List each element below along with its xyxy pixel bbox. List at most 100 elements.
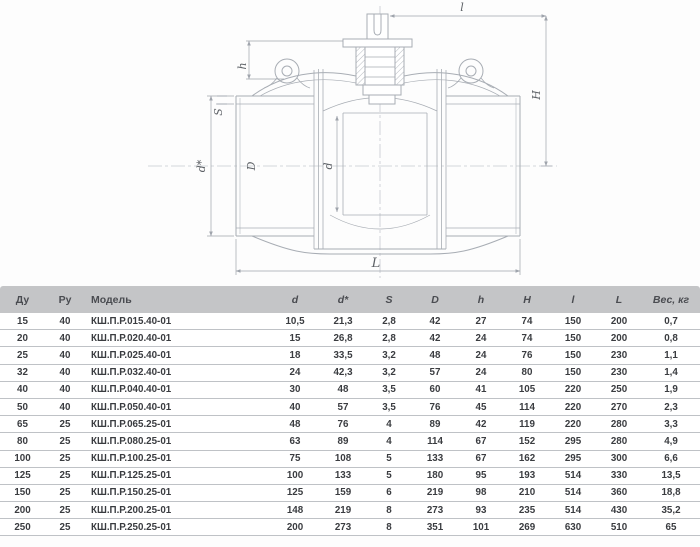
table-cell: 119 [519, 418, 535, 430]
table-cell: КШ.П.Р.032.40-01 [91, 367, 172, 379]
table-cell: 219 [426, 487, 444, 499]
table-row: 65 25 КШ.П.Р.065.25-01 48 76 4 89 42 119 220 280 3,… [0, 416, 700, 434]
column-header: D [431, 293, 439, 306]
table-cell: 89 [429, 418, 441, 430]
table-cell: 150 [14, 487, 31, 499]
table-cell: 220 [564, 401, 582, 413]
table-cell: 15 [289, 332, 301, 344]
table-cell: 125 [286, 487, 304, 499]
table-cell: 57 [337, 401, 349, 413]
table-cell: КШ.П.Р.015.40-01 [91, 315, 172, 327]
table-cell: 630 [564, 521, 582, 533]
dim-label-L: L [371, 256, 381, 271]
table-row: 100 25 КШ.П.Р.100.25-01 75 108 5 133 67 162 295 30… [0, 450, 700, 468]
table-cell: КШ.П.Р.200.25-01 [91, 504, 172, 516]
table-cell: 180 [426, 470, 444, 482]
table-cell: 300 [610, 453, 628, 465]
table-cell: 250 [14, 521, 31, 533]
table-cell: 133 [334, 470, 352, 482]
table-cell: 2,8 [382, 315, 396, 327]
column-header: h [477, 293, 485, 306]
valve-body-outline [235, 69, 521, 255]
table-cell: 65 [665, 521, 677, 533]
table-cell: 0,7 [664, 315, 678, 327]
table-cell: 80 [521, 367, 533, 379]
table-cell: 101 [472, 521, 490, 533]
table-cell: 25 [59, 453, 71, 465]
table-cell: 30 [289, 384, 301, 396]
table-cell: 1,1 [664, 349, 678, 361]
table-cell: 360 [610, 487, 628, 499]
table-cell: 280 [610, 435, 628, 447]
table-cell: 3,2 [382, 349, 396, 361]
table-cell: 514 [564, 487, 582, 499]
table-row: 250 25 КШ.П.Р.250.25-01 200 273 8 351 101 269 630… [0, 519, 700, 537]
table-row: 125 25 КШ.П.Р.125.25-01 100 133 5 180 95 193 514 3… [0, 467, 700, 485]
table-cell: 2,3 [664, 401, 678, 413]
column-header: H [523, 293, 531, 306]
table-cell: 133 [426, 453, 444, 465]
stem-collar [362, 84, 402, 96]
table-cell: 26,8 [333, 332, 353, 344]
table-cell: 510 [610, 521, 628, 533]
table-cell: 6,6 [664, 453, 678, 465]
table-cell: 150 [564, 332, 582, 344]
stem-stop-plate [342, 38, 413, 48]
table-cell: 200 [610, 332, 628, 344]
table-cell: 4,9 [664, 435, 678, 447]
table-cell: 4 [386, 418, 392, 430]
table-row: 200 25 КШ.П.Р.200.25-01 148 219 8 273 93 235 514 4… [0, 502, 700, 520]
table-cell: 193 [518, 470, 536, 482]
table-body: 15 40 КШ.П.Р.015.40-01 10,5 21,3 2,8 42 27 74 150… [0, 313, 700, 537]
table-cell: 5 [386, 470, 392, 482]
table-cell: 98 [475, 487, 487, 499]
table-cell: 40 [59, 384, 71, 396]
table-cell: 159 [334, 487, 352, 499]
table-cell: 57 [429, 367, 441, 379]
table-cell: 33,5 [333, 349, 353, 361]
table-cell: 25 [59, 521, 71, 533]
table-cell: 15 [17, 315, 28, 327]
table-cell: 48 [289, 418, 301, 430]
table-cell: 50 [17, 401, 28, 413]
table-cell: 80 [17, 435, 28, 447]
table-cell: 4 [386, 435, 392, 447]
table-cell: 125 [14, 470, 31, 482]
stem-base [368, 94, 396, 105]
table-cell: 48 [429, 349, 441, 361]
table-cell: 295 [564, 435, 582, 447]
table-row: 150 25 КШ.П.Р.150.25-01 125 159 6 219 98 210 514 3… [0, 484, 700, 503]
table-cell: 270 [610, 401, 628, 413]
table-cell: 40 [59, 367, 71, 379]
table-cell: 2,8 [382, 332, 396, 344]
table-cell: 67 [475, 435, 487, 447]
table-cell: 210 [518, 487, 536, 499]
dim-label-H: H [530, 90, 543, 101]
column-header: S [385, 293, 393, 306]
table-cell: 40 [59, 401, 71, 413]
table-cell: 25 [59, 418, 71, 430]
table-cell: 269 [518, 521, 536, 533]
table-cell: 230 [610, 349, 628, 361]
table-cell: 27 [475, 315, 487, 327]
table-cell: 280 [610, 418, 628, 430]
table-cell: КШ.П.Р.100.25-01 [91, 453, 172, 465]
dim-label-d-star: d* [195, 159, 208, 172]
dim-label-d: d [322, 162, 335, 169]
valve-drawing-svg: h S d* D d l H L [148, 1, 557, 278]
table-cell: 3,5 [382, 401, 396, 413]
table-cell: 60 [429, 384, 441, 396]
table-cell: 24 [475, 349, 487, 361]
dim-label-h: h [236, 62, 249, 69]
table-cell: 42,3 [333, 367, 353, 379]
table-cell: 8 [386, 521, 392, 533]
table-cell: 514 [564, 504, 582, 516]
table-cell: 20 [17, 332, 28, 344]
column-header: Вес, кг [652, 293, 690, 306]
table-cell: 40 [59, 332, 71, 344]
stem-assembly [342, 13, 413, 105]
table-cell: 40 [289, 401, 301, 413]
column-header: l [571, 293, 575, 306]
table-cell: 32 [17, 367, 28, 379]
